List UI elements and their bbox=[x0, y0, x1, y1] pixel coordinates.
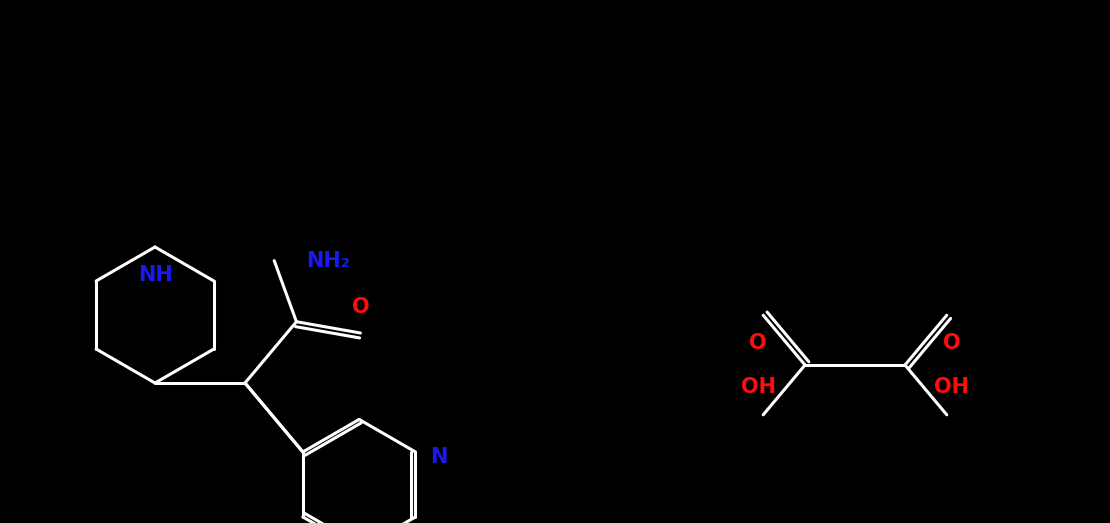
Text: O: O bbox=[749, 333, 767, 353]
Text: O: O bbox=[944, 333, 960, 353]
Text: OH: OH bbox=[740, 377, 776, 397]
Text: O: O bbox=[352, 297, 370, 317]
Text: NH₂: NH₂ bbox=[306, 251, 350, 270]
Text: NH: NH bbox=[138, 265, 172, 285]
Text: N: N bbox=[431, 447, 447, 467]
Text: OH: OH bbox=[935, 377, 969, 397]
